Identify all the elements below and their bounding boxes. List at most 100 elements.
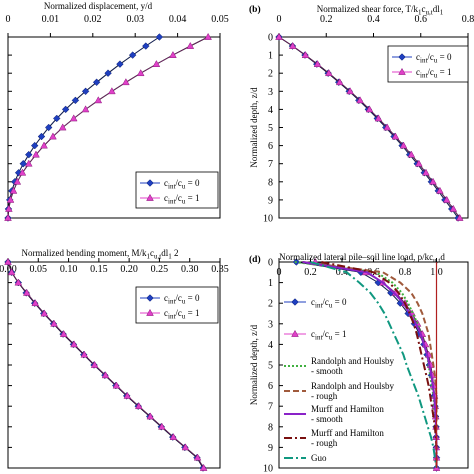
legend-label-line1: Guo	[311, 453, 327, 463]
label-fragment: u	[329, 302, 333, 310]
data-point	[14, 278, 23, 286]
data-point	[429, 177, 437, 185]
data-point	[146, 412, 155, 420]
label-fragment: u,t	[154, 253, 161, 261]
y-axis-label: Normalized depth, z/d	[249, 87, 259, 168]
legend-marker	[398, 67, 406, 75]
data-point	[71, 96, 80, 105]
data-point	[152, 60, 161, 67]
legend-label-line1: Murff and Hamilton	[311, 404, 384, 414]
label-fragment: Normalized shear force, T/k	[317, 4, 419, 14]
legend-label: cint/cu = 0	[416, 52, 452, 65]
data-point	[69, 114, 78, 122]
data-point	[112, 381, 121, 389]
legend-marker	[146, 179, 154, 187]
y-tick-label: 8	[268, 177, 273, 188]
label-fragment: c	[150, 248, 154, 258]
legend-marker	[146, 193, 154, 201]
legend-label: Murff and Hamilton - rough	[311, 428, 384, 448]
x-tick-label: 0.4	[336, 267, 349, 278]
data-point	[44, 123, 53, 132]
y-tick-label: 5	[268, 123, 273, 134]
legend-marker	[291, 329, 299, 337]
x-tick-label: 0.15	[90, 264, 108, 275]
y-tick-label: 0	[268, 33, 273, 44]
y-tick-label: 6	[268, 141, 273, 152]
data-point	[391, 132, 400, 140]
data-point	[90, 360, 99, 368]
label-fragment: Normalized lateral pile–soil line load, …	[279, 252, 433, 262]
label-fragment: u	[434, 72, 438, 80]
label-fragment: c	[164, 293, 168, 303]
data-point	[116, 60, 124, 68]
chart-title: Normalized bending moment, M/k1cu,tdl1 2	[22, 248, 179, 261]
legend-marker	[291, 298, 299, 306]
label-fragment: int	[168, 298, 175, 306]
data-point	[13, 177, 22, 185]
legend-label: Randolph and Houlsby - smooth	[311, 356, 394, 376]
x-tick-label: 0	[6, 14, 11, 25]
data-point	[415, 159, 423, 167]
data-point	[181, 443, 190, 451]
data-point	[59, 329, 68, 337]
data-point	[31, 299, 40, 307]
label-fragment: 1	[418, 9, 422, 17]
x-tick-label: 0.30	[181, 264, 199, 275]
legend-label-line1: Murff and Hamilton	[311, 428, 384, 438]
y-tick-label: 1	[268, 278, 273, 289]
y-tick-label: 0	[268, 258, 273, 269]
x-tick-label: 0.01	[42, 14, 60, 25]
legend-box	[387, 45, 469, 83]
x-tick-label: 0.2	[304, 267, 317, 278]
legend-marker	[398, 53, 406, 61]
series-line	[310, 261, 438, 469]
data-point	[442, 195, 451, 203]
panel-3: 0.00 0.05 0.10 0.15 0.20 0.25 0.30 0.35	[0, 257, 229, 472]
label-fragment: /c	[322, 297, 329, 307]
data-point	[374, 114, 383, 122]
chart-title: Normalized shear force, T/k1cu,tdl1	[317, 4, 444, 17]
data-point	[275, 32, 283, 40]
label-fragment: /c	[427, 67, 434, 77]
label-fragment: c	[422, 4, 426, 14]
legend-label: cint/cu = 0	[164, 293, 200, 306]
x-tick-label: 0.35	[211, 264, 229, 275]
data-point	[4, 257, 12, 265]
label-fragment: = 0	[332, 297, 347, 307]
data-point	[199, 463, 208, 471]
x-tick-label: 0.8	[399, 267, 412, 278]
label-fragment: /c	[175, 178, 182, 188]
data-point	[49, 132, 57, 140]
label-fragment: int	[168, 183, 175, 191]
data-point	[158, 422, 166, 430]
label-fragment: u	[182, 183, 186, 191]
data-point	[70, 340, 78, 348]
y-tick-label: 2	[268, 299, 273, 310]
data-point	[81, 87, 90, 96]
y-tick-label: 8	[268, 422, 273, 433]
label-fragment: c	[416, 52, 420, 62]
data-point	[32, 150, 40, 158]
x-tick-label: 0.4	[367, 14, 380, 25]
x-tick-label: 0.10	[60, 264, 78, 275]
data-point	[94, 96, 103, 104]
data-point	[9, 186, 18, 194]
label-fragment: u	[329, 334, 333, 342]
y-tick-label: 6	[268, 381, 273, 392]
data-point	[80, 350, 89, 358]
data-point	[356, 96, 364, 104]
data-point	[122, 78, 130, 86]
panel-1: 0 0.01 0.02 0.03 0.04 0.05	[4, 14, 229, 222]
x-tick-label: 0	[277, 14, 282, 25]
data-point	[101, 371, 110, 379]
series-line	[321, 261, 438, 468]
data-point	[365, 105, 374, 113]
x-tick-label: 0	[277, 267, 282, 278]
data-point	[288, 41, 297, 49]
data-point	[5, 204, 13, 212]
data-point	[169, 50, 177, 58]
label-fragment: = 1	[437, 67, 451, 77]
label-fragment: u	[182, 298, 186, 306]
x-tick-label: 0.03	[126, 14, 144, 25]
legend-label: Murff and Hamilton - smooth	[311, 404, 384, 424]
